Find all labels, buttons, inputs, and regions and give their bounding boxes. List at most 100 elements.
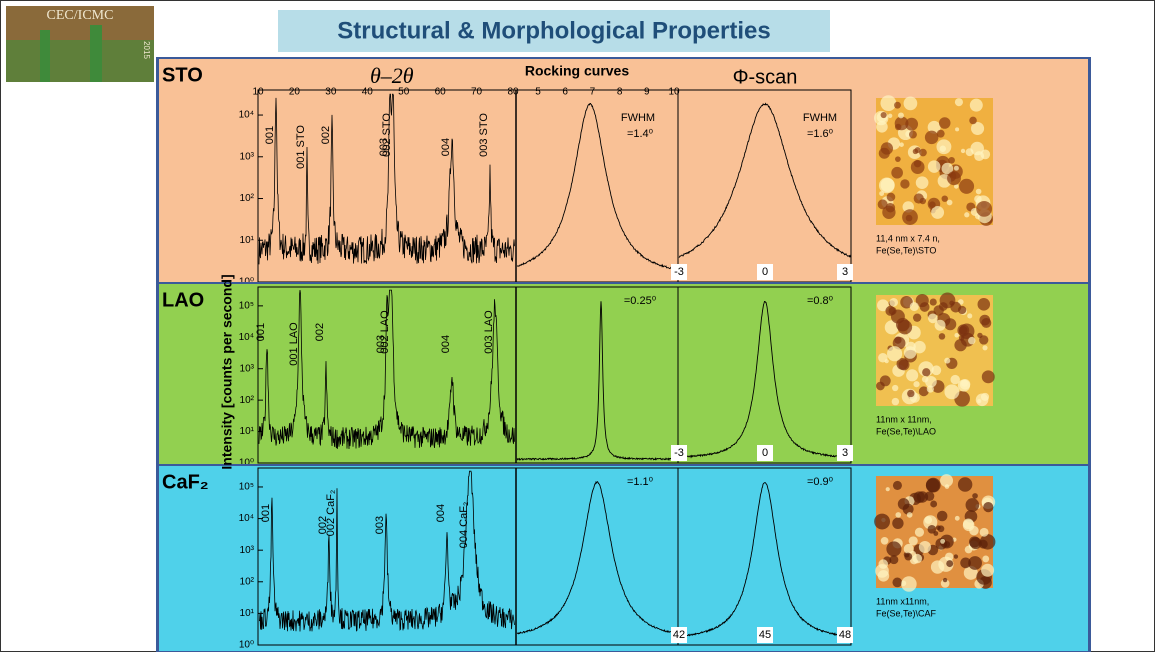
afm-grain (927, 525, 937, 534)
afm-grain (970, 141, 984, 156)
afm-grain (913, 381, 920, 388)
afm-grain (886, 192, 896, 202)
afm-grain (957, 324, 970, 337)
afm-grain (913, 491, 925, 503)
phi-width: =1.6⁰ (807, 128, 834, 140)
afm-grain (962, 518, 974, 530)
x-tick-label: 5 (535, 87, 541, 98)
afm-grain (954, 332, 959, 338)
phi-width: =0.9⁰ (807, 476, 834, 488)
afm-grain (981, 317, 992, 328)
afm-grain (912, 553, 923, 564)
afm-grain (975, 393, 989, 407)
afm-grain (882, 205, 896, 219)
afm-grain (919, 302, 930, 312)
title-box (278, 10, 830, 52)
logo-text: CEC/ICMC (47, 8, 114, 23)
afm-grain (874, 513, 891, 530)
afm-grain (889, 298, 899, 307)
afm-grain (880, 95, 897, 112)
afm-caption: Fe(Se,Te)\STO (876, 245, 936, 255)
y-tick-label: 10⁴ (239, 110, 254, 121)
afm-grain (957, 477, 973, 492)
logo-ground (6, 40, 154, 82)
afm-grain (899, 142, 904, 147)
afm-grain (922, 368, 931, 377)
phi-tick-label: -3 (674, 266, 684, 278)
afm-grain (880, 536, 889, 545)
afm-caption: Fe(Se,Te)\LAO (876, 426, 936, 436)
afm-grain (980, 149, 991, 160)
peak-label: 002 STO (381, 113, 393, 157)
afm-grain (969, 116, 977, 125)
afm-grain (948, 156, 955, 164)
afm-grain (924, 130, 939, 145)
peak-label: 003 (375, 335, 387, 353)
afm-grain (942, 577, 948, 583)
afm-grain (877, 299, 889, 312)
y-tick-label: 10¹ (240, 426, 255, 437)
y-tick-label: 10² (240, 193, 255, 204)
afm-grain (936, 510, 948, 522)
x-tick-label: 10 (668, 87, 680, 98)
plot-frame (257, 286, 852, 464)
row-label: STO (162, 64, 203, 86)
x-tick-label: 7 (590, 87, 596, 98)
phi-tick-label: -3 (674, 447, 684, 459)
afm-grain (940, 538, 946, 544)
afm-grain (953, 184, 959, 189)
peak-label: 001 (255, 323, 267, 341)
afm-grain (915, 176, 929, 189)
phi-tick-label: 48 (839, 629, 851, 641)
phi-curve (678, 482, 851, 638)
afm-grain (892, 577, 903, 588)
afm-grain (887, 346, 903, 362)
afm-grain (912, 148, 919, 155)
afm-grain (968, 336, 976, 345)
x-tick-label: 70 (471, 87, 483, 98)
afm-grain (925, 478, 940, 493)
x-tick-label: 20 (289, 87, 301, 98)
rocking-width: =1.4⁰ (627, 128, 654, 140)
afm-grain (960, 148, 966, 154)
afm-grain (884, 359, 889, 364)
peak-label: 001 (260, 504, 272, 522)
afm-grain (961, 380, 968, 387)
peak-label: 002 (317, 516, 329, 534)
phi-tick-label: 0 (762, 447, 768, 459)
afm-grain (903, 96, 918, 111)
afm-grain (910, 160, 925, 175)
x-tick-label: 10 (252, 87, 264, 98)
theta-curve (258, 289, 515, 450)
phi-curve (678, 301, 851, 459)
afm-grain (908, 130, 917, 139)
afm-caption: 11nm x 11nm, (876, 414, 932, 424)
afm-grain (969, 537, 982, 550)
peak-label: 003 (378, 138, 390, 156)
afm-grain (895, 512, 902, 518)
peak-label: 004 (440, 138, 452, 156)
phi-tick-bg (671, 264, 687, 280)
afm-grain (981, 370, 995, 384)
afm-grain (967, 313, 973, 319)
afm-grain (971, 121, 985, 136)
afm-grain (898, 112, 904, 119)
afm-grain (887, 113, 893, 118)
afm-grain (914, 527, 925, 537)
afm-grain (946, 199, 953, 206)
phi-tick-bg (837, 264, 853, 280)
phi-tick-label: 45 (759, 629, 771, 641)
row-label: CaF₂ (162, 471, 209, 493)
afm-grain (965, 148, 974, 157)
peak-label: 003 STO (478, 113, 490, 157)
peak-label: 002 (320, 126, 332, 144)
afm-grain (943, 541, 951, 548)
afm-grain (957, 305, 967, 315)
afm-grain (903, 543, 914, 555)
afm-grain (918, 540, 931, 554)
peak-label: 004 (440, 335, 452, 353)
afm-grain (968, 556, 982, 570)
logo-year: 2015 (142, 41, 151, 59)
x-tick-label: 80 (507, 87, 519, 98)
afm-grain (964, 212, 970, 218)
